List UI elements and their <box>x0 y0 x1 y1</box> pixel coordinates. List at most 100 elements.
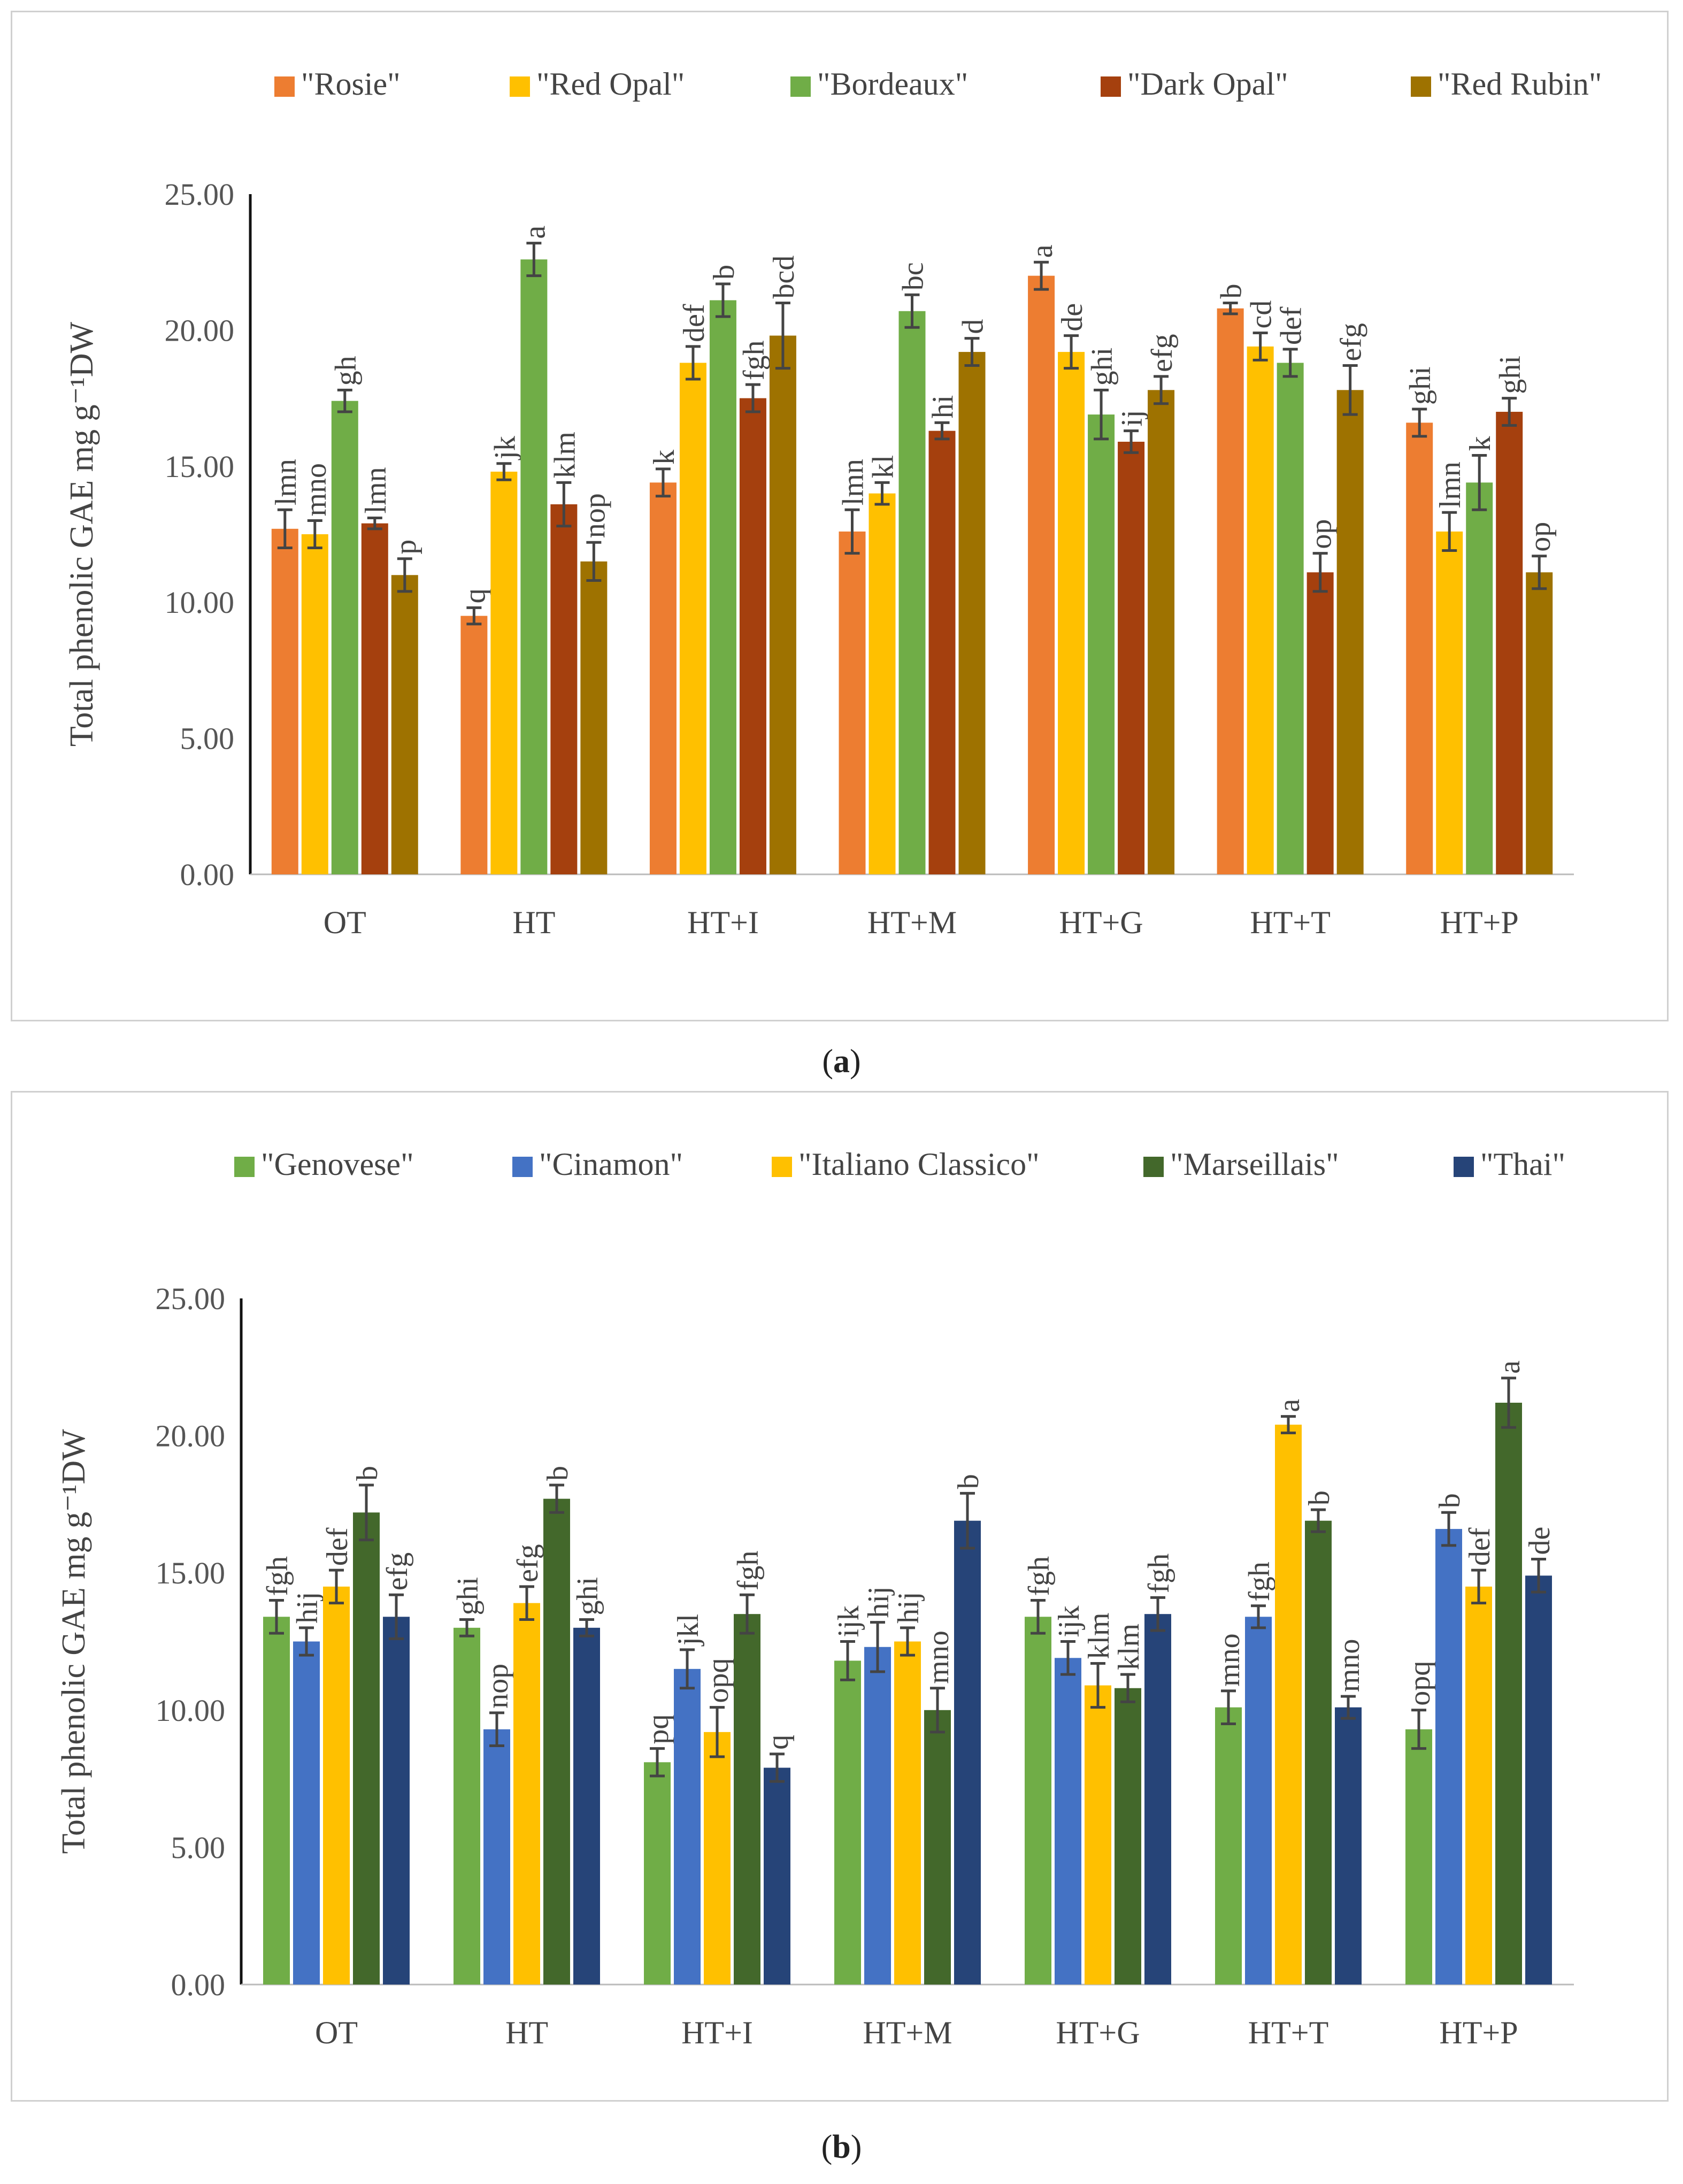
legend-swatch-2 <box>772 1157 792 1177</box>
data-label-4-3: d <box>957 319 990 334</box>
error-bar-0-5 <box>1223 302 1238 316</box>
y-tick-label-0: 0.00 <box>180 857 235 892</box>
error-bar-0-1 <box>466 606 482 626</box>
x-tick-label-4: HT+G <box>1056 2015 1140 2050</box>
bar-0-6 <box>1405 1729 1432 1985</box>
y-axis-title: Total phenolic GAE mg g⁻¹DW <box>64 321 100 747</box>
error-bar-1-0 <box>307 519 322 549</box>
x-tick-label-2: HT+I <box>687 905 759 940</box>
data-label-1-6: b <box>1433 1493 1466 1508</box>
bar-3-6 <box>1495 1403 1522 1985</box>
y-tick-label-5: 25.00 <box>156 1281 226 1316</box>
bar-2-0 <box>323 1586 350 1985</box>
legend-label-1: "Cinamon" <box>539 1147 683 1182</box>
bar-4-5 <box>1335 1707 1362 1985</box>
data-label-0-4: a <box>1026 244 1059 258</box>
data-label-3-6: ghi <box>1494 356 1527 394</box>
error-bar-2-2 <box>710 1706 725 1758</box>
bar-4-6 <box>1526 572 1553 874</box>
data-label-3-3: mno <box>922 1631 955 1684</box>
error-bar-2-6 <box>1472 453 1487 511</box>
data-label-2-6: k <box>1464 436 1497 451</box>
error-bar-2-5 <box>1281 1415 1296 1434</box>
error-bar-2-4 <box>1090 1662 1105 1709</box>
bar-1-3 <box>869 493 896 874</box>
bar-3-4 <box>1115 1688 1141 1985</box>
data-label-4-5: mno <box>1333 1639 1366 1693</box>
bar-0-5 <box>1215 1707 1242 1985</box>
legend: "Rosie" "Red Opal" "Bordeaux" "Dark Opal" "R… <box>274 66 1602 102</box>
data-label-3-3: hi <box>927 395 960 419</box>
bar-4-2 <box>769 335 796 874</box>
error-bar-0-4 <box>1031 1599 1046 1635</box>
error-bar-3-5 <box>1312 552 1328 593</box>
y-tick-label-2: 10.00 <box>156 1693 226 1728</box>
data-label-1-0: mno <box>299 463 333 517</box>
bar-2-4 <box>1085 1685 1111 1985</box>
bar-0-3 <box>834 1660 861 1985</box>
bar-0-5 <box>1217 308 1244 874</box>
x-tick-label-6: HT+P <box>1439 2015 1518 2050</box>
data-label-0-0: fgh <box>261 1556 294 1596</box>
error-bar-2-0 <box>329 1568 344 1605</box>
data-label-0-1: ghi <box>451 1577 485 1616</box>
error-bar-1-3 <box>870 1621 885 1673</box>
bar-1-4 <box>1058 352 1085 874</box>
data-label-2-3: bc <box>897 262 930 290</box>
bar-3-4 <box>1118 442 1145 874</box>
bar-4-5 <box>1336 390 1364 874</box>
legend-label-2: "Italiano Classico" <box>798 1147 1040 1182</box>
data-label-0-3: lmn <box>837 459 870 505</box>
y-tick-label-4: 20.00 <box>165 313 235 348</box>
bar-3-3 <box>924 1710 951 1985</box>
bar-0-4 <box>1025 1617 1051 1985</box>
error-bar-1-6 <box>1442 511 1457 552</box>
caption-b-letter: b <box>832 2129 851 2165</box>
legend-label-2: "Bordeaux" <box>817 66 968 102</box>
bar-2-1 <box>513 1603 540 1985</box>
bar-3-2 <box>734 1614 760 1985</box>
error-bar-4-5 <box>1341 1695 1356 1720</box>
data-label-3-1: b <box>541 1466 574 1481</box>
bar-3-5 <box>1305 1520 1332 1985</box>
legend-swatch-1 <box>512 1157 533 1177</box>
caption-b: (b) <box>821 2129 862 2165</box>
data-label-3-1: klm <box>548 432 581 478</box>
y-tick-label-0: 0.00 <box>171 1967 226 2002</box>
data-label-1-3: kl <box>867 455 900 479</box>
legend-swatch-0 <box>274 76 295 97</box>
data-label-4-1: nop <box>578 493 611 538</box>
data-label-2-5: def <box>1275 306 1308 345</box>
error-bar-3-1 <box>556 481 572 528</box>
bar-2-1 <box>520 259 548 874</box>
bar-1-4 <box>1055 1658 1081 1985</box>
data-label-2-4: klm <box>1082 1612 1116 1659</box>
error-bar-4-6 <box>1532 555 1547 590</box>
error-bar-4-3 <box>964 337 980 367</box>
error-bar-2-1 <box>519 1585 534 1621</box>
data-label-0-0: lmn <box>270 459 303 505</box>
error-bar-4-0 <box>397 557 412 593</box>
error-bar-4-4 <box>1154 375 1169 405</box>
data-label-4-4: fgh <box>1142 1554 1175 1594</box>
data-label-0-2: k <box>648 450 681 465</box>
x-tick-label-0: OT <box>315 2015 358 2050</box>
bar-2-6 <box>1465 1586 1492 1985</box>
error-bar-2-4 <box>1094 388 1109 441</box>
data-label-3-5: op <box>1305 519 1338 549</box>
error-bar-1-5 <box>1251 1604 1266 1629</box>
error-bar-3-2 <box>745 383 760 413</box>
data-label-1-6: lmn <box>1434 462 1467 508</box>
error-bar-3-2 <box>740 1593 755 1635</box>
x-tick-label-3: HT+M <box>867 905 957 940</box>
data-label-4-2: bcd <box>767 256 801 299</box>
error-bar-4-2 <box>770 1752 785 1783</box>
legend: "Genovese" "Cinamon" "Italiano Classico" "M… <box>234 1147 1565 1182</box>
error-bar-3-5 <box>1311 1508 1326 1533</box>
error-bar-4-6 <box>1531 1558 1546 1594</box>
error-bar-3-4 <box>1120 1673 1135 1703</box>
x-tick-label-5: HT+T <box>1250 905 1330 940</box>
x-tick-label-1: HT <box>512 905 555 940</box>
bar-2-0 <box>331 401 358 874</box>
error-bar-1-2 <box>685 345 701 381</box>
